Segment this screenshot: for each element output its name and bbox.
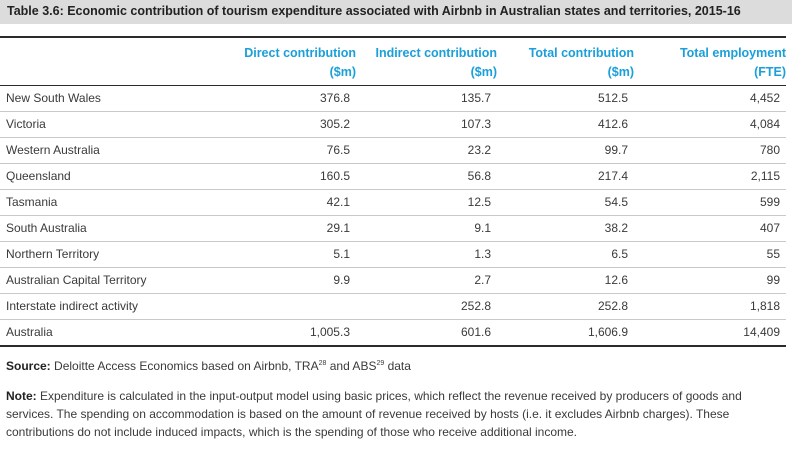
region-cell: Northern Territory <box>6 247 100 261</box>
header-employment-line1: Total employment <box>679 46 786 60</box>
table-row: Western Australia 76.5 23.2 99.7 780 <box>0 138 786 164</box>
employment-cell: 2,115 <box>750 169 780 183</box>
total-cell: 1,606.9 <box>587 325 628 339</box>
header-rule <box>0 85 786 86</box>
total-cell: 252.8 <box>597 299 628 313</box>
employment-cell: 407 <box>759 221 780 235</box>
table-row: New South Wales 376.8 135.7 512.5 4,452 <box>0 86 786 112</box>
note-label: Note: <box>6 389 37 403</box>
table-row: Queensland 160.5 56.8 217.4 2,115 <box>0 164 786 190</box>
table-row: South Australia 29.1 9.1 38.2 407 <box>0 216 786 242</box>
table-row: Tasmania 42.1 12.5 54.5 599 <box>0 190 786 216</box>
region-cell: Victoria <box>6 117 46 131</box>
source-text-b: and ABS <box>326 359 377 373</box>
header-total-contribution: Total contribution ($m) <box>529 44 634 82</box>
table-row-total: Australia 1,005.3 601.6 1,606.9 14,409 <box>0 320 786 346</box>
source-label: Source: <box>6 359 51 373</box>
note-text: Expenditure is calculated in the input-o… <box>6 389 742 439</box>
source-footnote-28: 28 <box>318 360 327 367</box>
table-row: Australian Capital Territory 9.9 2.7 12.… <box>0 268 786 294</box>
indirect-cell: 252.8 <box>460 299 491 313</box>
total-cell: 54.5 <box>604 195 628 209</box>
direct-cell: 29.1 <box>326 221 350 235</box>
employment-cell: 599 <box>759 195 780 209</box>
direct-cell: 5.1 <box>333 247 350 261</box>
region-cell: South Australia <box>6 221 87 235</box>
header-indirect-line2: ($m) <box>470 65 497 79</box>
header-total-line2: ($m) <box>607 65 634 79</box>
employment-cell: 14,409 <box>743 325 780 339</box>
table-title: Table 3.6: Economic contribution of tour… <box>0 0 792 24</box>
indirect-cell: 601.6 <box>460 325 491 339</box>
source-note: Source: Deloitte Access Economics based … <box>6 359 411 373</box>
employment-cell: 1,818 <box>749 299 780 313</box>
region-cell: Western Australia <box>6 143 100 157</box>
direct-cell: 376.8 <box>319 91 350 105</box>
total-cell: 412.6 <box>597 117 628 131</box>
indirect-cell: 2.7 <box>474 273 491 287</box>
employment-cell: 4,452 <box>749 91 780 105</box>
total-cell: 217.4 <box>597 169 628 183</box>
region-cell: Australian Capital Territory <box>6 273 147 287</box>
top-rule <box>0 36 786 38</box>
region-cell: Australia <box>6 325 53 339</box>
header-employment-line2: (FTE) <box>754 65 786 79</box>
source-text-a: Deloitte Access Economics based on Airbn… <box>50 359 319 373</box>
region-cell: New South Wales <box>6 91 101 105</box>
header-indirect-line1: Indirect contribution <box>375 46 497 60</box>
indirect-cell: 9.1 <box>474 221 491 235</box>
employment-cell: 4,084 <box>749 117 780 131</box>
direct-cell: 42.1 <box>326 195 350 209</box>
indirect-cell: 107.3 <box>460 117 491 131</box>
header-indirect-contribution: Indirect contribution ($m) <box>375 44 497 82</box>
indirect-cell: 12.5 <box>467 195 491 209</box>
indirect-cell: 135.7 <box>460 91 491 105</box>
header-total-employment: Total employment (FTE) <box>680 44 786 82</box>
source-text-c: data <box>384 359 411 373</box>
note-paragraph: Note: Expenditure is calculated in the i… <box>6 387 786 441</box>
table-row: Interstate indirect activity 252.8 252.8… <box>0 294 786 320</box>
direct-cell: 76.5 <box>326 143 350 157</box>
indirect-cell: 1.3 <box>474 247 491 261</box>
indirect-cell: 56.8 <box>467 169 491 183</box>
direct-cell: 305.2 <box>319 117 350 131</box>
total-cell: 512.5 <box>597 91 628 105</box>
region-cell: Interstate indirect activity <box>6 299 139 313</box>
direct-cell: 1,005.3 <box>309 325 350 339</box>
header-direct-line1: Direct contribution <box>244 46 356 60</box>
indirect-cell: 23.2 <box>467 143 491 157</box>
total-cell: 12.6 <box>604 273 628 287</box>
header-direct-contribution: Direct contribution ($m) <box>244 44 356 82</box>
direct-cell: 9.9 <box>333 273 350 287</box>
direct-cell: 160.5 <box>319 169 350 183</box>
employment-cell: 55 <box>766 247 780 261</box>
total-cell: 38.2 <box>604 221 628 235</box>
table-row: Northern Territory 5.1 1.3 6.5 55 <box>0 242 786 268</box>
employment-cell: 99 <box>766 273 780 287</box>
header-total-line1: Total contribution <box>528 46 634 60</box>
employment-cell: 780 <box>759 143 780 157</box>
bottom-rule <box>0 345 786 347</box>
header-direct-line2: ($m) <box>329 65 356 79</box>
total-cell: 99.7 <box>604 143 628 157</box>
table-row: Victoria 305.2 107.3 412.6 4,084 <box>0 112 786 138</box>
total-cell: 6.5 <box>611 247 628 261</box>
region-cell: Tasmania <box>6 195 58 209</box>
region-cell: Queensland <box>6 169 71 183</box>
source-footnote-29: 29 <box>376 360 385 367</box>
